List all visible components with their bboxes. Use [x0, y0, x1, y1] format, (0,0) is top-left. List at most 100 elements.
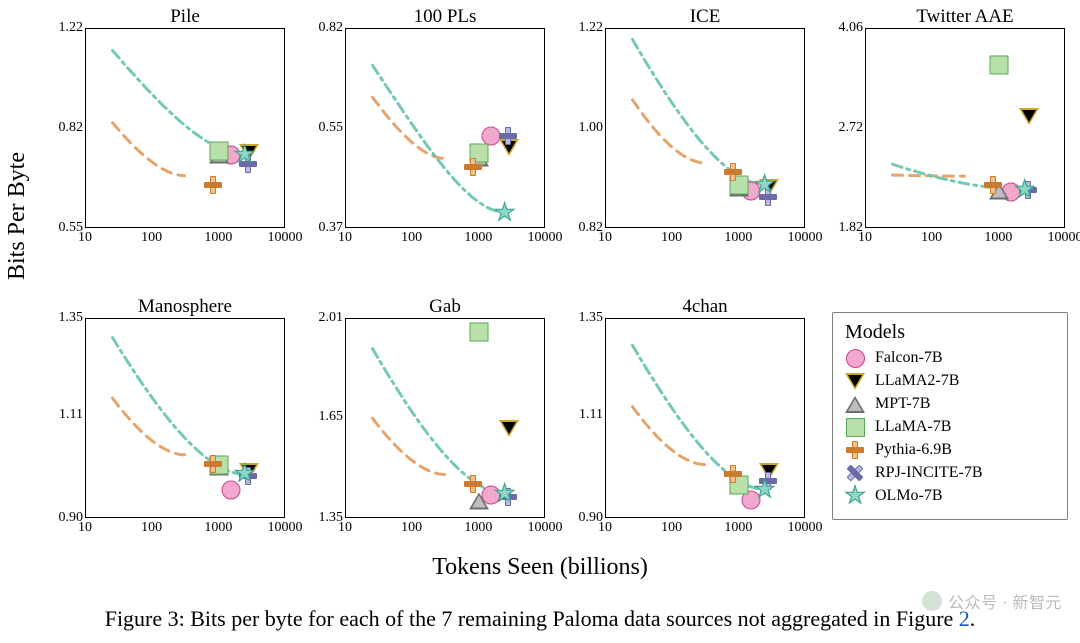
legend-label: RPJ-INCITE-7B — [875, 464, 983, 482]
point-llama — [210, 142, 229, 161]
x-tick: 1000 — [464, 520, 492, 536]
x-tick: 1000 — [724, 230, 752, 246]
legend-item-olmo: ★OLMo-7B — [845, 486, 1055, 506]
legend-title: Models — [845, 321, 1055, 344]
y-tick: 4.06 — [839, 20, 864, 36]
plot-area: ★ — [345, 28, 545, 228]
x-tick: 10 — [598, 520, 612, 536]
x-tick: 100 — [661, 520, 682, 536]
curve-olmo_curve — [633, 345, 765, 489]
plot-area: ★ — [605, 28, 805, 228]
curve-layer — [86, 29, 286, 229]
curve-pythia_curve — [373, 418, 445, 474]
curve-layer — [346, 319, 546, 519]
panel-title: Gab — [345, 296, 545, 318]
y-tick: 1.22 — [579, 20, 604, 36]
y-tick: 1.35 — [59, 310, 84, 326]
x-tick: 1000 — [724, 520, 752, 536]
legend-marker — [845, 348, 865, 368]
point-olmo: ★ — [494, 204, 516, 222]
x-tick: 10000 — [1048, 230, 1080, 246]
point-olmo: ★ — [754, 176, 776, 194]
panel-pile: Pile ★0.550.821.2210100100010000 — [55, 8, 285, 268]
curve-olmo_curve — [373, 349, 505, 494]
panel-title: Twitter AAE — [865, 6, 1065, 28]
curve-pythia_curve — [113, 123, 185, 176]
point-llama2 — [1019, 108, 1039, 142]
x-tick: 100 — [401, 520, 422, 536]
plot-area: ★ — [85, 318, 285, 518]
figure-caption: Figure 3: Bits per byte for each of the … — [0, 606, 1080, 632]
legend-marker — [845, 440, 865, 460]
legend-item-llama2: LLaMA2-7B — [845, 371, 1055, 391]
legend-marker — [845, 371, 865, 391]
legend-item-pythia: Pythia-6.9B — [845, 440, 1055, 460]
watermark: 公众号 · 新智元 — [922, 589, 1062, 613]
legend-marker — [845, 463, 865, 483]
x-tick: 10 — [78, 520, 92, 536]
legend-marker — [845, 394, 865, 414]
panel-ice: ICE ★0.821.001.2210100100010000 — [575, 8, 805, 268]
x-tick: 100 — [661, 230, 682, 246]
x-tick: 10000 — [268, 230, 303, 246]
legend-label: LLaMA-7B — [875, 418, 951, 436]
legend-label: OLMo-7B — [875, 487, 943, 505]
legend-label: LLaMA2-7B — [875, 372, 959, 390]
x-tick: 10 — [598, 230, 612, 246]
x-tick: 100 — [401, 230, 422, 246]
plot-area: ★ — [85, 28, 285, 228]
y-tick: 2.01 — [319, 310, 344, 326]
legend-item-rpj: RPJ-INCITE-7B — [845, 463, 1055, 483]
panel-title: Pile — [85, 6, 285, 28]
panel-gab: Gab ★1.351.652.0110100100010000 — [315, 298, 545, 558]
legend-label: Pythia-6.9B — [875, 441, 952, 459]
curve-olmo_curve — [113, 51, 245, 155]
x-tick: 10 — [338, 520, 352, 536]
plot-area: ★ — [865, 28, 1065, 228]
y-tick: 1.00 — [579, 120, 604, 136]
point-olmo: ★ — [234, 146, 256, 164]
x-tick: 100 — [141, 230, 162, 246]
x-tick: 10 — [338, 230, 352, 246]
point-olmo: ★ — [754, 481, 776, 499]
x-axis-label: Tokens Seen (billions) — [0, 554, 1080, 581]
plot-area: ★ — [605, 318, 805, 518]
panel-4chan: 4chan ★0.901.111.3510100100010000 — [575, 298, 805, 558]
y-tick: 0.55 — [319, 120, 344, 136]
watermark-text: 公众号 · 新智元 — [948, 589, 1062, 613]
point-olmo: ★ — [494, 485, 516, 503]
panel-title: 100 PLs — [345, 6, 545, 28]
panel-twitter-aae: Twitter AAE ★1.822.724.0610100100010000 — [835, 8, 1065, 268]
x-tick: 100 — [141, 520, 162, 536]
legend-label: MPT-7B — [875, 395, 930, 413]
point-llama — [470, 322, 489, 341]
x-tick: 10 — [858, 230, 872, 246]
point-llama2 — [499, 420, 519, 454]
x-tick: 1000 — [204, 520, 232, 536]
x-tick: 1000 — [984, 230, 1012, 246]
y-tick: 1.11 — [59, 407, 83, 423]
panel-title: ICE — [605, 6, 805, 28]
panel-title: 4chan — [605, 296, 805, 318]
x-tick: 10000 — [528, 230, 563, 246]
point-olmo: ★ — [1014, 181, 1036, 199]
legend-label: Falcon-7B — [875, 349, 943, 367]
x-tick: 1000 — [204, 230, 232, 246]
x-tick: 100 — [921, 230, 942, 246]
panel-title: Manosphere — [85, 296, 285, 318]
x-tick: 10000 — [268, 520, 303, 536]
y-tick: 0.82 — [59, 120, 84, 136]
legend-item-falcon: Falcon-7B — [845, 348, 1055, 368]
panel-100-pls: 100 PLs ★0.370.550.8210100100010000 — [315, 8, 545, 268]
x-tick: 1000 — [464, 230, 492, 246]
legend-item-llama: LLaMA-7B — [845, 417, 1055, 437]
y-tick: 1.65 — [319, 409, 344, 425]
x-tick: 10000 — [528, 520, 563, 536]
curve-layer — [346, 29, 546, 229]
x-tick: 10000 — [788, 520, 823, 536]
caption-prefix: Figure 3: Bits per byte for each of the … — [105, 606, 959, 631]
point-mpt — [469, 492, 489, 509]
point-olmo: ★ — [234, 465, 256, 483]
y-tick: 1.11 — [579, 407, 603, 423]
x-tick: 10 — [78, 230, 92, 246]
